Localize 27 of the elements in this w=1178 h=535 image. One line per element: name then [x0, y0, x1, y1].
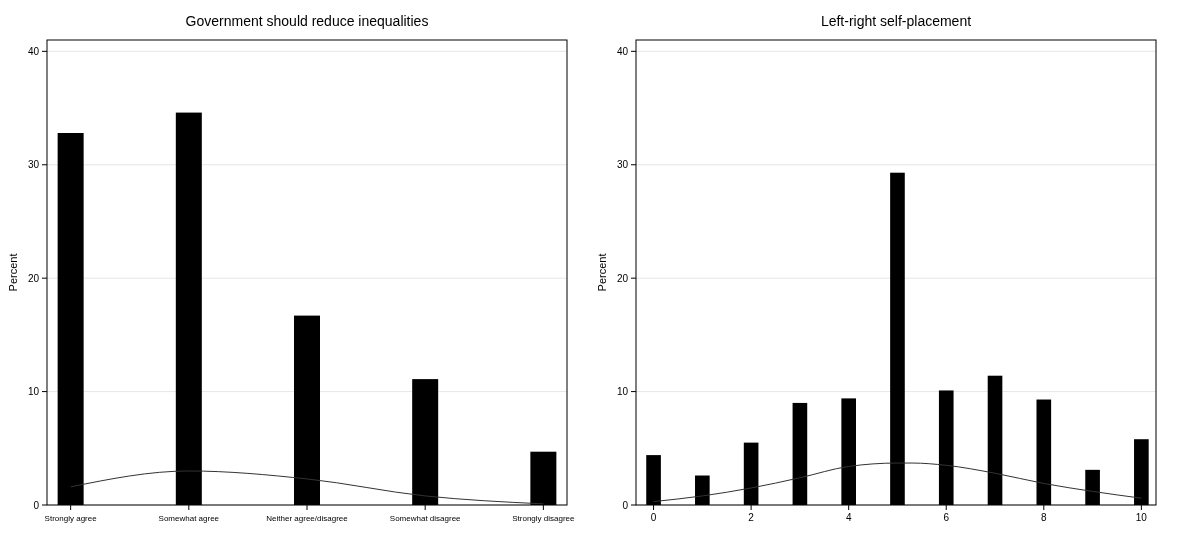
x-tick-label: 4	[845, 512, 852, 523]
chart-title: Government should reduce inequalities	[185, 13, 429, 29]
x-tick-label: Neither agree/disagree	[266, 514, 349, 523]
line-series	[653, 462, 1142, 503]
x-tick-label: 0	[650, 512, 657, 523]
y-tick-label: 40	[27, 45, 40, 57]
y-tick-label: 40	[616, 45, 629, 57]
y-tick-label: 20	[27, 272, 40, 284]
y-axis-title: Percent	[7, 253, 19, 292]
x-tick-label: 8	[1041, 512, 1048, 523]
x-tick-label: 10	[1135, 512, 1148, 523]
y-tick-label: 10	[27, 386, 40, 398]
y-tick-label: 20	[616, 272, 629, 284]
y-tick-label: 30	[27, 159, 40, 171]
y-tick-label: 30	[616, 159, 629, 171]
line-series	[70, 470, 544, 505]
y-tick-label: 0	[33, 499, 40, 511]
y-tick-label: 10	[616, 386, 629, 398]
x-tick-label: Somewhat agree	[158, 514, 220, 523]
chart-title: Left-right self-placement	[820, 13, 972, 29]
x-tick-label: 2	[748, 512, 755, 523]
x-tick-label: Somewhat disagree	[389, 514, 462, 523]
x-tick-label: 6	[943, 512, 950, 523]
y-tick-label: 0	[622, 499, 629, 511]
x-tick-label: Strongly disagree	[512, 514, 576, 523]
x-tick-label: Strongly agree	[44, 514, 98, 523]
y-axis-title: Percent	[596, 253, 608, 292]
